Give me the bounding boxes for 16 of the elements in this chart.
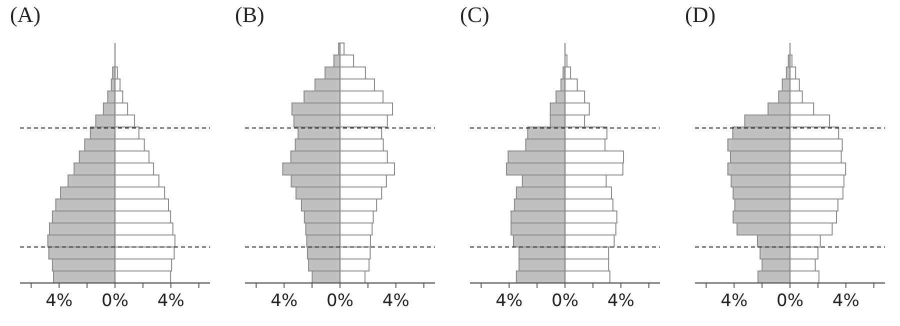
- x-tick-label: 0%: [326, 291, 354, 311]
- chart-title: (D): [685, 2, 716, 27]
- x-tick-label: 4%: [496, 291, 523, 311]
- x-tick-label: 4%: [720, 291, 748, 311]
- x-tick-label: 4%: [832, 291, 860, 311]
- x-tick-label: 4%: [382, 291, 410, 311]
- chart-title: (A): [10, 2, 41, 27]
- x-tick-label: 0%: [552, 291, 578, 311]
- chart-title: (C): [460, 2, 490, 27]
- x-tick-label: 4%: [607, 291, 634, 311]
- x-tick-label: 0%: [776, 291, 804, 311]
- chart-title: (B): [235, 2, 264, 27]
- x-tick-label: 4%: [270, 291, 298, 311]
- x-tick-label: 4%: [157, 291, 184, 311]
- x-tick-label: 4%: [46, 291, 73, 311]
- x-tick-label: 0%: [102, 291, 128, 311]
